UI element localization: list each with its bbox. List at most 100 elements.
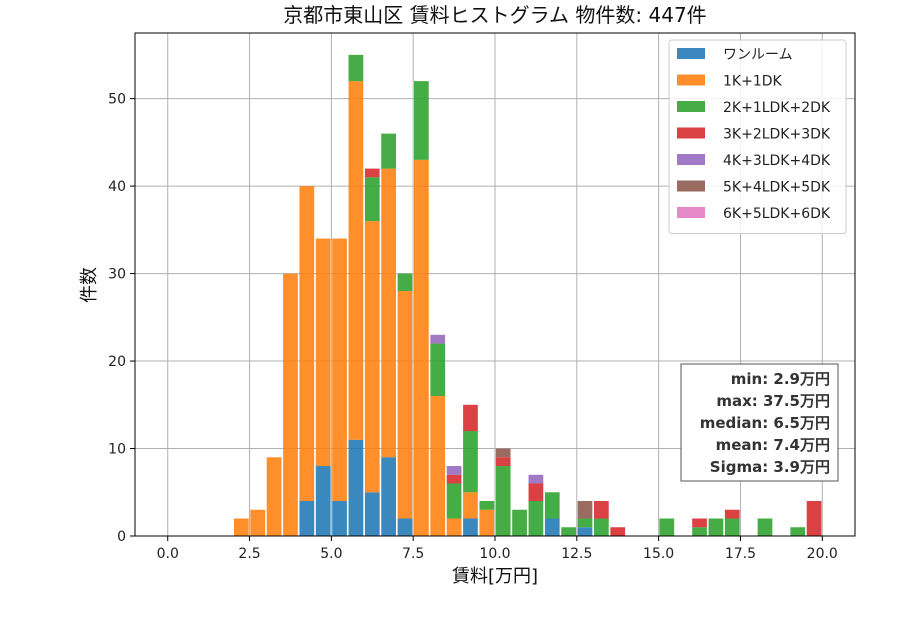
x-tick-label: 0.0 [157, 546, 179, 562]
histogram-bar [397, 291, 413, 519]
legend-swatch [677, 74, 705, 86]
histogram-bar [495, 466, 511, 536]
histogram-bar [479, 509, 495, 536]
legend-swatch [677, 207, 705, 218]
histogram-bar [381, 133, 396, 169]
histogram-bar [463, 404, 478, 432]
histogram-bar [806, 501, 822, 536]
histogram-bar [692, 518, 707, 528]
histogram-bar [446, 518, 462, 536]
histogram-bar [364, 492, 380, 536]
histogram-bar [724, 509, 740, 519]
x-tick-label: 2.5 [238, 546, 260, 562]
histogram-bar [250, 509, 266, 536]
histogram-bar [446, 474, 462, 484]
x-axis-ticks: 0.0 2.5 5.0 7.5 10.0 12.5 15.0 17.5 20.0 [157, 536, 838, 562]
x-tick-label: 20.0 [807, 546, 838, 562]
histogram-bar [757, 518, 773, 536]
histogram-bar [234, 518, 249, 536]
histogram-bar [495, 448, 511, 458]
stats-box-frame [680, 363, 839, 482]
y-tick-label: 10 [108, 442, 126, 458]
histogram-bar [364, 221, 380, 493]
chart-title: 京都市東山区 賃料ヒストグラム 物件数: 447件 [283, 3, 706, 27]
histogram-bar [528, 501, 544, 536]
histogram-bar [659, 518, 675, 536]
histogram-bar [463, 492, 478, 519]
histogram-bar [594, 518, 609, 536]
histogram-bar [332, 238, 347, 502]
y-tick-label: 20 [108, 354, 126, 370]
y-axis-ticks: 0 10 20 30 40 50 [108, 92, 135, 545]
histogram-bar [315, 238, 331, 467]
histogram-bar [266, 457, 282, 536]
x-tick-label: 5.0 [320, 546, 342, 562]
x-tick-label: 12.5 [561, 546, 592, 562]
histogram-bar [446, 483, 462, 519]
y-axis-title: 件数 [79, 267, 100, 303]
legend-label: 4K+3LDK+4DK [723, 153, 831, 169]
histogram-bar [397, 518, 413, 536]
histogram-bar [332, 501, 347, 536]
legend-label: 5K+4LDK+5DK [723, 180, 831, 196]
x-tick-label: 7.5 [402, 546, 424, 562]
histogram-bars [234, 54, 822, 536]
histogram-bar [315, 466, 331, 536]
histogram-bar [544, 518, 560, 536]
x-tick-label: 15.0 [643, 546, 674, 562]
stat-line: median: 6.5万円 [700, 414, 830, 432]
histogram-bar [544, 492, 560, 519]
histogram-bar [708, 518, 724, 536]
stats-box: min: 2.9万円 max: 37.5万円 median: 6.5万円 mean: … [680, 363, 839, 482]
stat-line: max: 37.5万円 [716, 392, 830, 410]
y-tick-label: 50 [108, 92, 126, 108]
legend-swatch [677, 101, 705, 112]
y-tick-label: 40 [108, 179, 126, 195]
legend-box [668, 39, 847, 234]
histogram-bar [610, 527, 626, 536]
histogram-bar [381, 457, 396, 536]
legend-label: ワンルーム [723, 47, 793, 63]
histogram-bar [381, 168, 396, 458]
histogram-bar [577, 501, 593, 519]
histogram-bar [446, 466, 462, 475]
histogram-bar [463, 431, 478, 493]
stat-line: min: 2.9万円 [731, 370, 830, 388]
histogram-bar [692, 527, 707, 536]
histogram-bar [430, 343, 446, 397]
histogram-bar [299, 186, 315, 502]
histogram-bar [430, 334, 446, 344]
histogram-bar [561, 527, 576, 536]
legend-swatch [677, 127, 705, 139]
histogram-bar [479, 501, 495, 510]
y-tick-label: 0 [117, 529, 126, 545]
histogram-bar [463, 518, 478, 536]
histogram-bar [790, 527, 806, 536]
legend-label: 3K+2LDK+3DK [723, 127, 831, 143]
histogram-bar [364, 177, 380, 222]
histogram-bar [724, 518, 740, 536]
histogram-bar [299, 501, 315, 536]
legend-label: 6K+5LDK+6DK [723, 206, 831, 222]
legend-swatch [677, 48, 705, 59]
histogram-bar [348, 81, 364, 440]
legend-label: 1K+1DK [723, 74, 783, 90]
histogram-bar [414, 159, 429, 536]
histogram-bar [397, 273, 413, 292]
histogram-bar [528, 474, 544, 484]
legend-swatch [677, 154, 705, 165]
histogram-bar [283, 273, 298, 536]
histogram-bar [594, 501, 609, 519]
legend: ワンルーム 1K+1DK 2K+1LDK+2DK 3K+2LDK+3DK 4K+3LDK… [668, 39, 847, 234]
histogram-bar [577, 527, 593, 536]
histogram-bar [348, 54, 364, 82]
histogram-bar [577, 518, 593, 528]
legend-label: 2K+1LDK+2DK [723, 100, 831, 116]
y-tick-label: 30 [108, 267, 126, 283]
histogram-bar [495, 457, 511, 467]
stat-line: mean: 7.4万円 [716, 436, 830, 454]
histogram-bar [528, 483, 544, 502]
x-axis-title: 賃料[万円] [452, 566, 538, 587]
histogram-bar [430, 396, 446, 536]
